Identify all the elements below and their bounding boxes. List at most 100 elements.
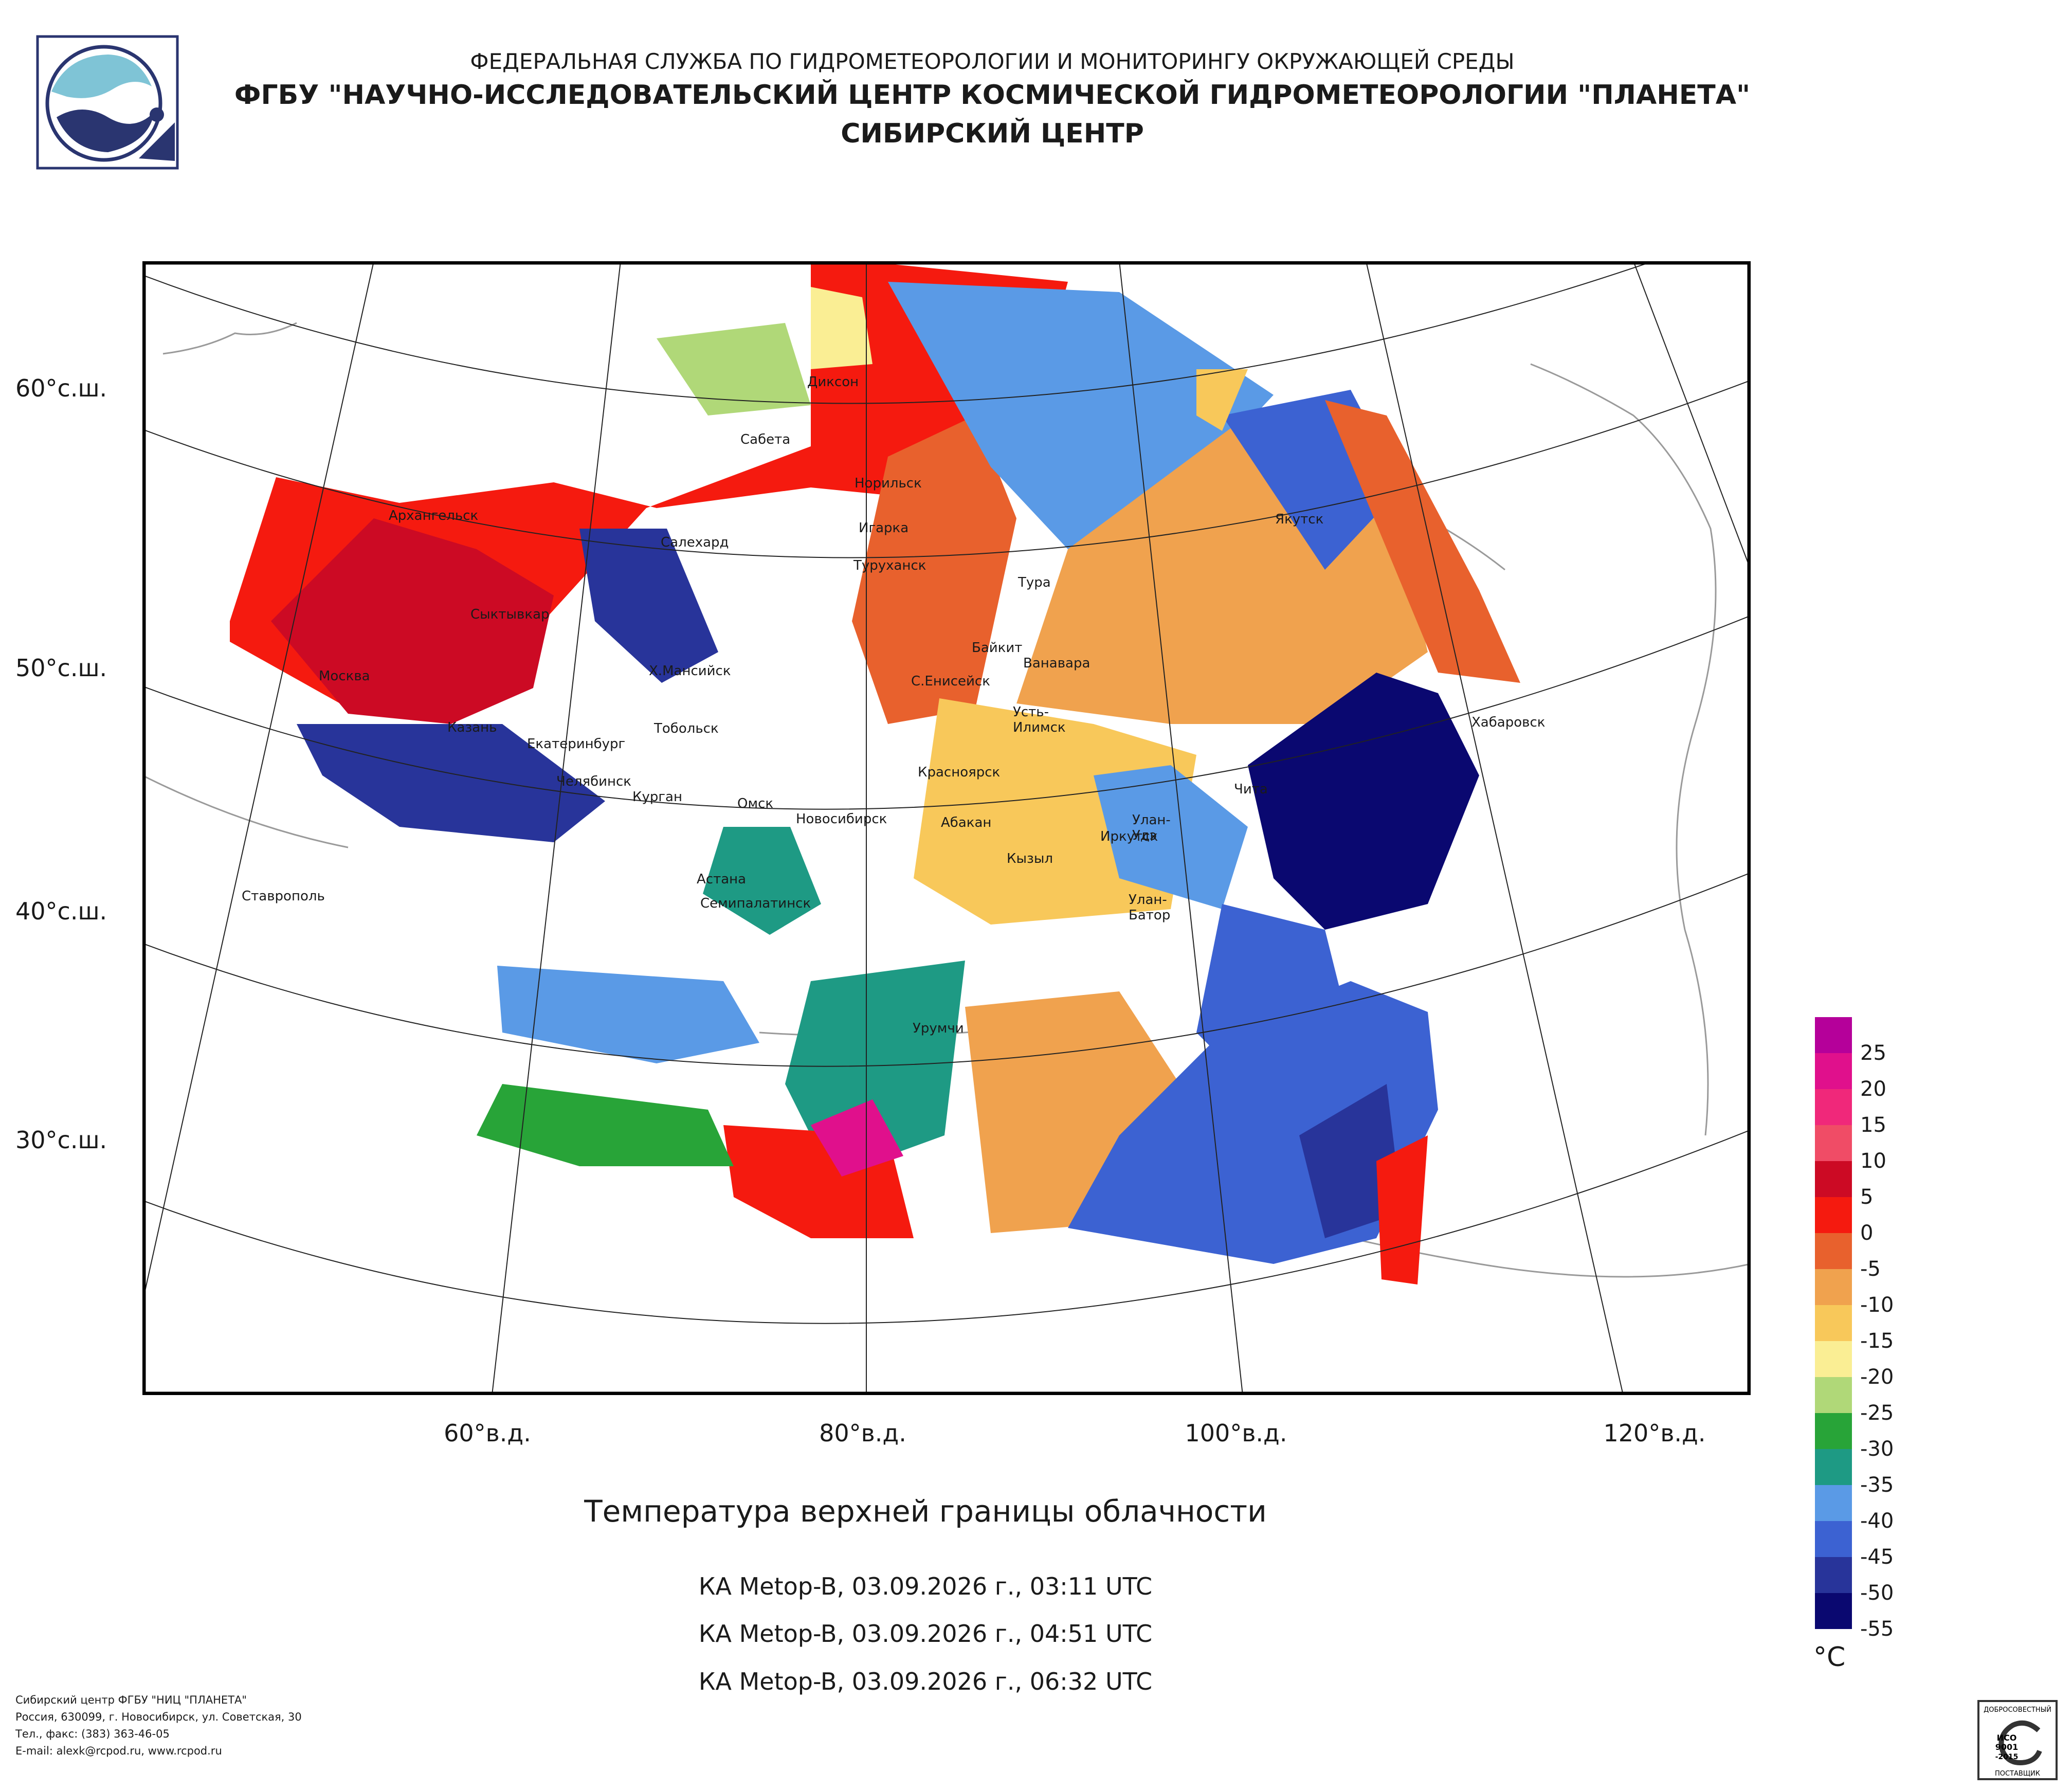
city-label: Архангельск xyxy=(389,508,479,523)
cloud-imagery xyxy=(230,261,1520,1285)
contact-info: Сибирский центр ФГБУ "НИЦ "ПЛАНЕТА" Росс… xyxy=(15,1692,302,1760)
city-label: Абакан xyxy=(941,815,992,830)
satellite-pass: КА Metop-B, 03.09.2026 г., 06:32 UTC xyxy=(698,1668,1153,1695)
map-title: Температура верхней границы облачности xyxy=(584,1494,1267,1529)
legend-swatch xyxy=(1815,1449,1852,1485)
legend-swatch xyxy=(1815,1161,1852,1197)
header-line-2: ФГБУ "НАУЧНО-ИССЛЕДОВАТЕЛЬСКИЙ ЦЕНТР КОС… xyxy=(234,80,1751,111)
legend-unit: °C xyxy=(1813,1642,1846,1673)
header-line-1: ФЕДЕРАЛЬНАЯ СЛУЖБА ПО ГИДРОМЕТЕОРОЛОГИИ … xyxy=(470,49,1515,74)
legend-swatch xyxy=(1815,1125,1852,1161)
city-label: Норильск xyxy=(855,476,922,491)
city-label: Омск xyxy=(737,796,774,811)
legend-swatch xyxy=(1815,1485,1852,1521)
city-label: Хабаровск xyxy=(1471,715,1546,730)
legend-swatch xyxy=(1815,1017,1852,1053)
cert-bottom: ПОСТАВЩИК xyxy=(1995,1770,2040,1778)
city-label: Улан-Батор xyxy=(1129,892,1171,923)
city-label: Ставрополь xyxy=(242,889,325,904)
legend-tick-label: -45 xyxy=(1860,1545,1894,1569)
city-label: Сыктывкар xyxy=(470,607,550,622)
legend-swatch xyxy=(1815,1413,1852,1449)
legend-swatch xyxy=(1815,1233,1852,1269)
city-label: Новосибирск xyxy=(796,811,887,827)
city-label: Тура xyxy=(1018,575,1051,590)
lon-label-100: 100°в.д. xyxy=(1185,1419,1287,1447)
city-label: Урумчи xyxy=(913,1021,964,1036)
city-label: Челябинск xyxy=(556,774,632,789)
legend-tick-label: 25 xyxy=(1860,1041,1886,1065)
planeta-logo xyxy=(36,35,179,170)
cert-l2: 9001 xyxy=(1995,1742,2019,1752)
city-label: Кызыл xyxy=(1007,851,1053,866)
city-label: Диксон xyxy=(807,374,859,390)
lon-label-120: 120°в.д. xyxy=(1603,1419,1706,1447)
satellite-pass: КА Metop-B, 03.09.2026 г., 03:11 UTC xyxy=(698,1572,1153,1600)
legend-tick-label: -30 xyxy=(1860,1437,1894,1461)
legend-swatch xyxy=(1815,1089,1852,1125)
city-label: Сабета xyxy=(740,432,791,447)
lat-label-30: 30°с.ш. xyxy=(15,1126,107,1154)
city-label: Красноярск xyxy=(918,765,1001,780)
legend-swatch xyxy=(1815,1305,1852,1341)
city-label: Тобольск xyxy=(654,721,719,736)
footer-line: Россия, 630099, г. Новосибирск, ул. Сове… xyxy=(15,1711,302,1723)
legend-tick-label: -40 xyxy=(1860,1509,1894,1533)
city-label: Салехард xyxy=(661,535,729,550)
legend-tick-label: 15 xyxy=(1860,1113,1886,1137)
footer-line: Тел., факс: (383) 363-46-05 xyxy=(15,1728,170,1740)
legend-tick-label: 20 xyxy=(1860,1077,1886,1101)
legend-swatch xyxy=(1815,1053,1852,1089)
city-label: С.Енисейск xyxy=(911,674,990,689)
legend-swatch xyxy=(1815,1269,1852,1305)
lon-label-60: 60°в.д. xyxy=(444,1419,531,1447)
city-label: Семипалатинск xyxy=(700,896,811,911)
lat-label-40: 40°с.ш. xyxy=(15,897,107,925)
legend-tick-label: 5 xyxy=(1860,1185,1874,1209)
legend-tick-label: -25 xyxy=(1860,1401,1894,1425)
header-line-3: СИБИРСКИЙ ЦЕНТР xyxy=(841,118,1144,149)
satellite-pass: КА Metop-B, 03.09.2026 г., 04:51 UTC xyxy=(698,1620,1153,1648)
city-label: Астана xyxy=(697,872,747,887)
legend-tick-label: -35 xyxy=(1860,1473,1894,1497)
legend-swatch xyxy=(1815,1197,1852,1233)
legend-swatch xyxy=(1815,1377,1852,1413)
iso-certificate-badge: ДОБРОСОВЕСТНЫЙ ИСО 9001 -2015 ПОСТАВЩИК xyxy=(1977,1700,2058,1780)
city-label: Туруханск xyxy=(853,558,926,573)
city-label: Усть-Илимск xyxy=(1013,704,1066,735)
legend-tick-label: -50 xyxy=(1860,1581,1894,1605)
legend-tick-label: -20 xyxy=(1860,1365,1894,1389)
city-label: Иркутск xyxy=(1100,829,1158,844)
legend-tick-label: 0 xyxy=(1860,1221,1874,1245)
cert-l3: -2015 xyxy=(1995,1753,2019,1761)
cert-l1: ИСО xyxy=(1997,1733,2017,1743)
graticule xyxy=(142,261,1751,1395)
city-label: Х.Мансийск xyxy=(649,663,731,679)
city-label: Якутск xyxy=(1275,512,1324,527)
legend-tick-label: -15 xyxy=(1860,1329,1894,1353)
lon-label-80: 80°в.д. xyxy=(819,1419,906,1447)
city-label: Курган xyxy=(632,789,682,805)
footer-line: Сибирский центр ФГБУ "НИЦ "ПЛАНЕТА" xyxy=(15,1694,247,1706)
footer-line: E-mail: alexk@rcpod.ru, www.rcpod.ru xyxy=(15,1745,222,1757)
legend-swatch xyxy=(1815,1593,1852,1629)
city-label: Ванавара xyxy=(1023,656,1090,671)
city-label: Чита xyxy=(1234,782,1268,797)
city-label: Казань xyxy=(447,720,497,735)
satellite-map xyxy=(142,261,1751,1395)
lat-label-50: 50°с.ш. xyxy=(15,654,107,682)
legend-tick-label: -55 xyxy=(1860,1617,1894,1641)
city-label: Улан-Удэ xyxy=(1132,812,1171,843)
legend-swatch xyxy=(1815,1557,1852,1593)
lat-label-60: 60°с.ш. xyxy=(15,374,107,402)
city-label: Байкит xyxy=(972,640,1023,656)
city-label: Игарка xyxy=(859,520,909,536)
legend-swatch xyxy=(1815,1341,1852,1377)
cert-top: ДОБРОСОВЕСТНЫЙ xyxy=(1984,1706,2051,1714)
legend-tick-label: -5 xyxy=(1860,1257,1881,1281)
legend-tick-label: -10 xyxy=(1860,1293,1894,1317)
city-label: Москва xyxy=(319,668,370,684)
legend-tick-label: 10 xyxy=(1860,1149,1886,1173)
legend-swatch xyxy=(1815,1521,1852,1557)
city-label: Екатеринбург xyxy=(527,736,626,752)
